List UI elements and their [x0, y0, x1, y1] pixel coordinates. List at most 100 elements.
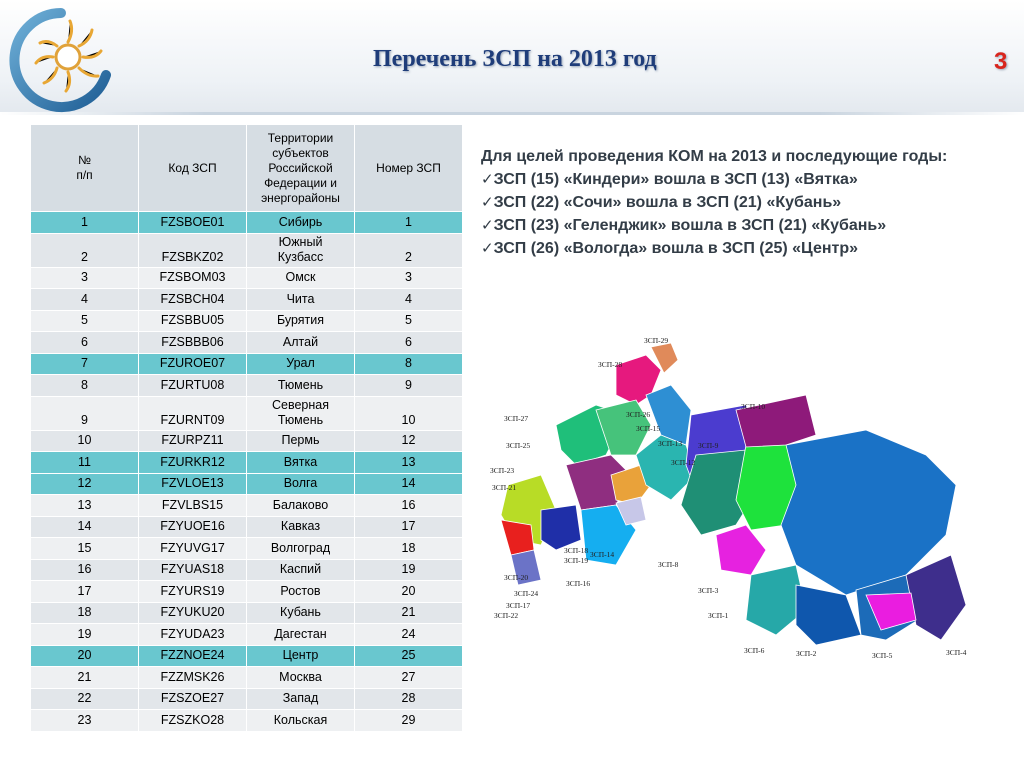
cell-territory: Урал [246, 352, 355, 375]
zsp-map: ЗСП-29 ЗСП-28 ЗСП-27 ЗСП-26 ЗСП-25 ЗСП-1… [490, 336, 967, 660]
map-region [610, 464, 652, 506]
table-row: 4 FZSBCH04 Чита 4 [30, 288, 463, 311]
table-row: 13 FZVLBS15 Балаково 16 [30, 494, 463, 517]
page-number: 3 [994, 48, 1008, 75]
table-row: 16 FZYUAS18 Каспий 19 [30, 558, 463, 581]
cell-zsp: 8 [354, 352, 463, 375]
cell-code: FZYUVG17 [138, 537, 247, 560]
column-header-territory: Территории субъектов Российской Федераци… [246, 124, 355, 212]
page-title: Перечень ЗСП на 2013 год [373, 46, 657, 72]
cell-territory: Кубань [246, 601, 355, 624]
cell-territory: Южный Кузбасс [246, 232, 355, 268]
cell-territory: Кольская [246, 709, 355, 732]
cell-territory: Вятка [246, 451, 355, 474]
cell-number: 14 [30, 515, 139, 538]
cell-territory: Запад [246, 687, 355, 710]
cell-territory: Бурятия [246, 309, 355, 332]
note-item: ✓ЗСП (26) «Вологда» вошла в ЗСП (25) «Це… [481, 237, 1011, 260]
cell-number: 17 [30, 580, 139, 603]
cell-code: FZYUKU20 [138, 601, 247, 624]
map-label: ЗСП-26 [626, 410, 650, 419]
cell-code: FZURNT09 [138, 395, 247, 431]
cell-code: FZSBBU05 [138, 309, 247, 332]
table-row: 10 FZURPZ11 Пермь 12 [30, 429, 463, 452]
table-row: 15 FZYUVG17 Волгоград 18 [30, 537, 463, 560]
map-label: ЗСП-8 [658, 560, 679, 569]
map-region [595, 399, 652, 456]
cell-number: 20 [30, 644, 139, 667]
cell-code: FZZNOE24 [138, 644, 247, 667]
map-label: ЗСП-17 [506, 601, 530, 610]
cell-code: FZUROE07 [138, 352, 247, 375]
cell-territory: Сибирь [246, 211, 355, 234]
map-region [510, 549, 542, 586]
table-row: 19 FZYUDA23 Дагестан 24 [30, 623, 463, 646]
cell-code: FZYUOE16 [138, 515, 247, 538]
table-row: 17 FZYURS19 Ростов 20 [30, 580, 463, 603]
cell-code: FZSBCH04 [138, 288, 247, 311]
cell-number: 23 [30, 709, 139, 732]
cell-zsp: 6 [354, 331, 463, 354]
checkmark-icon: ✓ [481, 194, 494, 211]
table-row: 5 FZSBBU05 Бурятия 5 [30, 309, 463, 332]
table-header-row: № п/п Код ЗСП Территории субъектов Росси… [30, 124, 463, 212]
cell-zsp: 12 [354, 429, 463, 452]
cell-code: FZYURS19 [138, 580, 247, 603]
map-region [580, 504, 637, 566]
map-label: ЗСП-24 [514, 589, 538, 598]
cell-territory: Балаково [246, 494, 355, 517]
cell-number: 4 [30, 288, 139, 311]
cell-number: 16 [30, 558, 139, 581]
map-label: ЗСП-6 [744, 646, 765, 655]
note-item: ✓ЗСП (15) «Киндери» вошла в ЗСП (13) «Вя… [481, 168, 1011, 191]
cell-zsp: 18 [354, 537, 463, 560]
cell-number: 9 [30, 395, 139, 431]
cell-number: 1 [30, 211, 139, 234]
cell-code: FZSBBB06 [138, 331, 247, 354]
company-logo [9, 8, 111, 112]
cell-number: 10 [30, 429, 139, 452]
cell-code: FZSBKZ02 [138, 232, 247, 268]
map-region [540, 504, 582, 551]
map-label: ЗСП-29 [644, 336, 668, 345]
map-region [715, 524, 767, 576]
cell-code: FZSZOE27 [138, 687, 247, 710]
cell-territory: Алтай [246, 331, 355, 354]
table-row: 7 FZUROE07 Урал 8 [30, 352, 463, 375]
table-row: 20 FZZNOE24 Центр 25 [30, 644, 463, 667]
cell-zsp: 29 [354, 709, 463, 732]
header-band [0, 0, 1024, 115]
cell-code: FZZMSK26 [138, 666, 247, 689]
note-text: ЗСП (22) «Сочи» вошла в ЗСП (21) «Кубань… [493, 194, 842, 211]
cell-territory: Москва [246, 666, 355, 689]
cell-code: FZVLBS15 [138, 494, 247, 517]
cell-territory: Волга [246, 472, 355, 495]
cell-number: 18 [30, 601, 139, 624]
map-region [615, 496, 647, 526]
map-label: ЗСП-18 [564, 546, 588, 555]
note-text: ЗСП (23) «Геленджик» вошла в ЗСП (21) «К… [493, 217, 887, 234]
cell-zsp: 16 [354, 494, 463, 517]
cell-zsp: 4 [354, 288, 463, 311]
cell-territory: Центр [246, 644, 355, 667]
cell-zsp: 3 [354, 266, 463, 289]
map-region [500, 519, 535, 556]
map-label: ЗСП-12 [671, 458, 695, 467]
table-row: 14 FZYUOE16 Кавказ 17 [30, 515, 463, 538]
cell-zsp: 10 [354, 395, 463, 431]
cell-territory: Омск [246, 266, 355, 289]
cell-number: 21 [30, 666, 139, 689]
cell-zsp: 17 [354, 515, 463, 538]
table-row: 1 FZSBOE01 Сибирь 1 [30, 211, 463, 234]
cell-number: 22 [30, 687, 139, 710]
map-region [650, 342, 679, 374]
table-row: 8 FZURTU08 Тюмень 9 [30, 374, 463, 397]
cell-territory: Северная Тюмень [246, 395, 355, 431]
cell-zsp: 19 [354, 558, 463, 581]
cell-number: 6 [30, 331, 139, 354]
notes-block: Для целей проведения КОМ на 2013 и после… [481, 145, 1011, 260]
map-label: ЗСП-21 [492, 483, 516, 492]
cell-zsp: 5 [354, 309, 463, 332]
cell-code: FZURKR12 [138, 451, 247, 474]
cell-number: 13 [30, 494, 139, 517]
